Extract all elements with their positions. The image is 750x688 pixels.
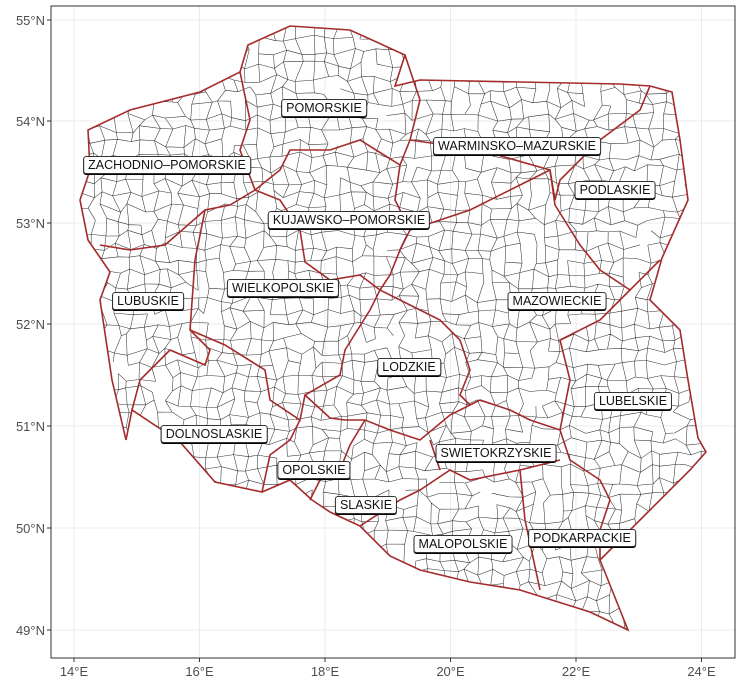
region-label-podlaskie: PODLASKIE — [574, 181, 656, 199]
x-tick-label: 14°E — [60, 664, 89, 679]
x-tick-label: 24°E — [687, 664, 716, 679]
country-outline — [79, 25, 707, 632]
region-boundary — [189, 189, 382, 422]
y-tick-label: 49°N — [16, 623, 45, 638]
region-label-pomorskie: POMORSKIE — [281, 99, 367, 117]
y-tick-label: 55°N — [16, 13, 45, 28]
y-tick-label: 52°N — [16, 317, 45, 332]
region-boundary — [519, 469, 541, 591]
axes: 14°E 16°E 18°E 20°E 22°E 24°E 49°N 50°N 51°N 52°N… — [16, 5, 736, 679]
region-boundary — [99, 71, 256, 251]
region-label-malopolskie: MALOPOLSKIE — [413, 535, 513, 553]
region-boundary — [409, 169, 551, 231]
region-label-wielkopolskie: WIELKOPOLSKIE — [226, 279, 340, 297]
region-boundary — [309, 419, 366, 501]
y-tick-label: 51°N — [16, 419, 45, 434]
region-boundary — [379, 289, 471, 406]
y-tick-label: 50°N — [16, 521, 45, 536]
region-label-dolnoslaskie: DOLNOSLASKIE — [160, 425, 268, 443]
region-boundary — [131, 209, 211, 411]
region-label-podkarpackie: PODKARPACKIE — [528, 529, 636, 547]
voivodeship-boundaries — [99, 54, 661, 591]
region-label-slaskie: SLASKIE — [334, 496, 398, 514]
region-label-opolskie: OPOLSKIE — [277, 461, 351, 479]
region-label-mazowieckie: MAZOWIECKIE — [507, 292, 607, 310]
region-label-kujawsko-pomorskie: KUJAWSKO–POMORSKIE — [267, 211, 431, 229]
x-tick-label: 20°E — [436, 664, 465, 679]
panel-border — [50, 5, 736, 659]
region-label-lubelskie: LUBELSKIE — [593, 392, 673, 410]
region-boundary — [304, 394, 471, 441]
region-boundary — [399, 54, 421, 166]
region-label-lubuskie: LUBUSKIE — [112, 292, 184, 310]
region-label-lodzkie: LODZKIE — [377, 358, 441, 376]
region-label-zachodnio-pomorskie: ZACHODNIO–POMORSKIE — [83, 156, 251, 174]
x-tick-label: 16°E — [185, 664, 214, 679]
x-tick-label: 22°E — [562, 664, 591, 679]
region-boundary — [254, 139, 411, 231]
region-boundary — [379, 229, 411, 291]
x-tick-label: 18°E — [311, 664, 340, 679]
region-boundary — [549, 169, 661, 292]
region-boundary — [261, 419, 301, 493]
region-boundary — [429, 439, 441, 471]
region-label-warminsko-mazurskie: WARMINSKO–MAZURSKIE — [433, 137, 601, 155]
region-label-swietokrzyskie: SWIETOKRZYSKIE — [435, 444, 557, 462]
y-tick-label: 54°N — [16, 114, 45, 129]
y-tick-label: 53°N — [16, 216, 45, 231]
